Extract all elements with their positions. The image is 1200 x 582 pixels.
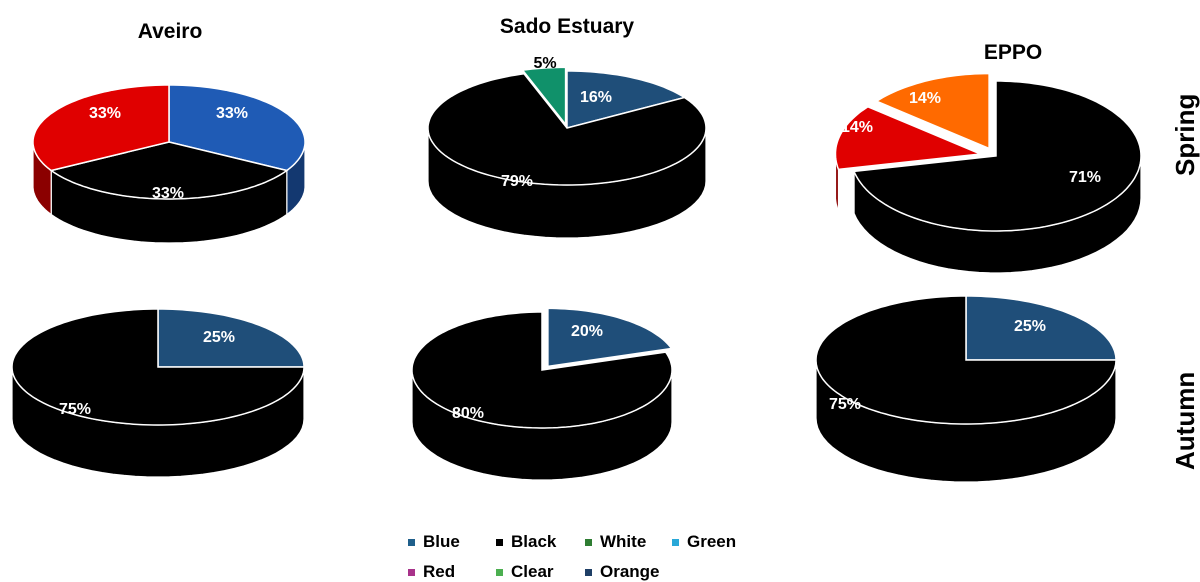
pie-data-label: 75% xyxy=(59,401,91,418)
legend-label: Black xyxy=(511,532,557,551)
row-label-spring: Spring xyxy=(1170,93,1200,176)
pie-data-label: 14% xyxy=(909,90,941,107)
column-title-eppo: EPPO xyxy=(983,41,1043,64)
pie-data-label: 20% xyxy=(571,323,603,340)
pie-data-label: 5% xyxy=(533,55,556,72)
pie-data-label: 33% xyxy=(89,105,121,122)
legend-item-white: White xyxy=(585,532,646,552)
pie-data-label: 25% xyxy=(1014,318,1046,335)
legend-swatch xyxy=(408,568,415,576)
legend-swatch xyxy=(496,568,503,576)
pie-slice-red xyxy=(834,105,981,171)
pie-data-label: 71% xyxy=(1069,169,1101,186)
row-label-autumn: Autumn xyxy=(1170,371,1200,470)
legend-label: White xyxy=(600,532,647,551)
pie-slice-blue xyxy=(157,308,305,368)
legend-swatch xyxy=(585,568,592,576)
pie-data-label: 75% xyxy=(829,396,861,413)
pie-data-label: 80% xyxy=(452,405,484,422)
pie-data-label: 14% xyxy=(841,119,873,136)
legend-item-clear: Clear xyxy=(496,562,554,582)
legend-swatch xyxy=(408,538,415,546)
pie-slice-blue xyxy=(168,84,306,172)
legend-swatch xyxy=(585,538,592,546)
legend-item-green: Green xyxy=(672,532,736,552)
pie-data-label: 25% xyxy=(203,329,235,346)
legend-item-orange: Orange xyxy=(585,562,660,582)
pie-5: 25% 75% xyxy=(815,295,1117,483)
pie-slice-red xyxy=(32,84,170,172)
pie-slice-black xyxy=(853,80,1142,232)
pie-data-label: 16% xyxy=(580,89,612,106)
legend-item-blue: Blue xyxy=(408,532,460,552)
pie-slice-blue xyxy=(547,307,673,368)
pie-2: 71% 14% 14% xyxy=(834,72,1142,274)
pie-data-label: 33% xyxy=(152,185,184,202)
pie-data-label: 79% xyxy=(501,173,533,190)
pie-slice-black xyxy=(411,311,673,429)
pie-0: 33% 33% 33% xyxy=(32,84,306,244)
pie-slice-blue xyxy=(566,70,687,129)
legend-item-red: Red xyxy=(408,562,455,582)
legend-label: Clear xyxy=(511,562,554,581)
pie-slice-black xyxy=(815,295,1117,425)
legend-label: Blue xyxy=(423,532,460,551)
pie-slice-black xyxy=(427,72,707,186)
pie-4: 20% 80% xyxy=(411,307,673,481)
legend-label: Red xyxy=(423,562,456,581)
pie-1: 16% 79% 5% xyxy=(427,55,707,239)
legend-swatch xyxy=(672,538,679,546)
legend-item-black: Black xyxy=(496,532,556,552)
pie-slice-blue xyxy=(965,295,1117,361)
pie-slice-black xyxy=(11,308,305,426)
pie-slice-black xyxy=(49,141,289,200)
pie-slice-orange xyxy=(874,72,990,150)
pie-data-label: 33% xyxy=(216,105,248,122)
legend-label: Green xyxy=(687,532,737,551)
column-title-sado-estuary: Sado Estuary xyxy=(499,15,635,38)
pie-slice-green xyxy=(521,66,567,127)
pie-3: 25% 75% xyxy=(11,308,305,478)
legend-label: Orange xyxy=(600,562,660,581)
legend-swatch xyxy=(496,538,503,546)
column-title-aveiro: Aveiro xyxy=(137,20,203,43)
